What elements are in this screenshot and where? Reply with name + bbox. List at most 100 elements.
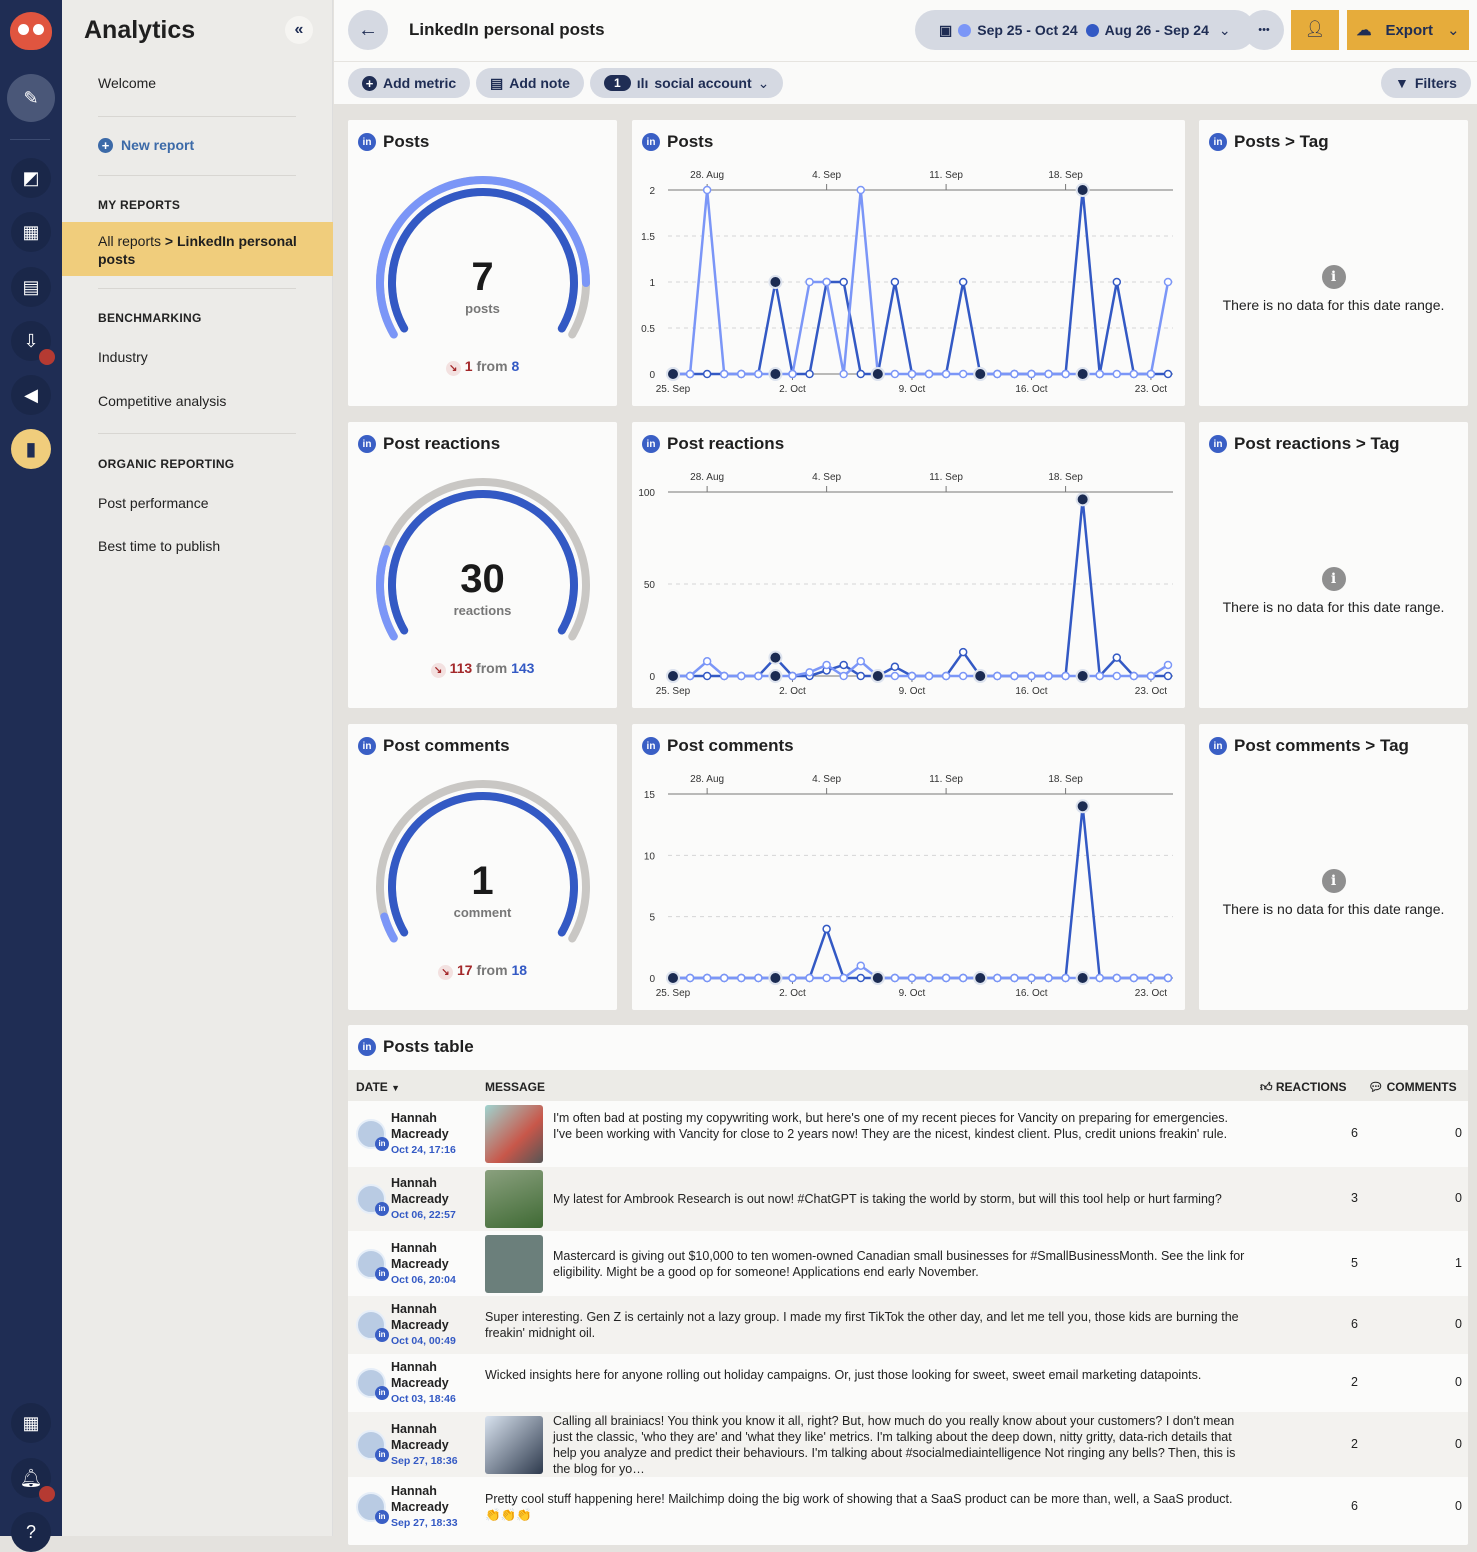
data-point-current[interactable] — [1095, 973, 1104, 983]
data-point-current[interactable] — [993, 369, 1002, 379]
data-point-current[interactable] — [1146, 973, 1156, 983]
sidebar-item-welcome[interactable]: Welcome — [98, 75, 157, 91]
data-point-current[interactable] — [685, 671, 695, 681]
date-range-picker[interactable]: ▣ Sep 25 - Oct 24 Aug 26 - Sep 24 ⌄ — [915, 10, 1255, 50]
comments-column-header[interactable]: 💬︎ COMMENTS — [1368, 1080, 1457, 1094]
bell-icon[interactable]: 🔔︎ — [11, 1458, 55, 1502]
post-message[interactable]: My latest for Ambrook Research is out no… — [553, 1192, 1222, 1206]
data-point-current[interactable] — [870, 669, 885, 683]
data-point-current[interactable] — [993, 671, 1002, 681]
table-row[interactable]: in Hannah Macready Oct 06, 22:57 My latest … — [348, 1167, 1468, 1231]
table-row[interactable]: in Hannah Macready Oct 06, 20:04 Mastercard… — [348, 1232, 1468, 1296]
data-point-current[interactable] — [1129, 369, 1139, 379]
data-point-previous[interactable] — [890, 277, 900, 287]
data-point-current[interactable] — [973, 367, 988, 381]
data-point-previous[interactable] — [839, 660, 848, 670]
data-point-current[interactable] — [890, 369, 900, 379]
laptop-screen-thumbnail[interactable] — [485, 1415, 543, 1474]
data-point-current[interactable] — [719, 671, 729, 681]
data-point-current[interactable] — [822, 277, 831, 287]
data-point-current[interactable] — [788, 671, 797, 681]
data-point-current[interactable] — [754, 671, 763, 681]
sidebar-item-best-time[interactable]: Best time to publish — [98, 538, 221, 554]
data-point-previous[interactable] — [1163, 671, 1173, 681]
data-point-previous[interactable] — [958, 277, 968, 287]
data-point-current[interactable] — [1095, 671, 1104, 681]
date-column-header[interactable]: DATE ▼ — [356, 1080, 400, 1094]
compose-icon[interactable]: ✎ — [7, 74, 55, 122]
data-point-current[interactable] — [719, 973, 729, 983]
more-button[interactable]: ••• — [1244, 10, 1284, 50]
data-point-previous[interactable] — [839, 277, 848, 287]
data-point-current[interactable] — [1163, 660, 1173, 670]
data-point-current[interactable] — [666, 971, 680, 985]
data-point-current[interactable] — [973, 971, 988, 985]
data-point-current[interactable] — [1075, 971, 1090, 985]
data-point-current[interactable] — [805, 668, 814, 677]
data-point-current[interactable] — [1010, 671, 1019, 681]
data-point-current[interactable] — [924, 671, 934, 681]
data-point-current[interactable] — [1146, 369, 1156, 379]
data-point-current[interactable] — [839, 369, 848, 379]
data-point-current[interactable] — [993, 973, 1002, 983]
post-message[interactable]: Pretty cool stuff happening here! Mailch… — [485, 1492, 1233, 1522]
social-account-selector[interactable]: 1 ılı social account ⌄ — [590, 68, 784, 98]
post-message[interactable]: Super interesting. Gen Z is certainly no… — [485, 1310, 1239, 1340]
data-point-previous[interactable] — [1075, 799, 1090, 814]
data-point-current[interactable] — [702, 185, 712, 195]
sidebar-item-post-performance[interactable]: Post performance — [98, 495, 209, 511]
data-point-previous[interactable] — [1112, 653, 1122, 662]
data-point-current[interactable] — [666, 669, 680, 683]
data-point-current[interactable] — [907, 671, 917, 681]
data-point-previous[interactable] — [856, 369, 866, 379]
data-point-previous[interactable] — [768, 650, 783, 665]
data-point-current[interactable] — [685, 973, 695, 983]
data-point-current[interactable] — [1027, 973, 1036, 983]
post-message[interactable]: I'm often bad at posting my copywriting … — [553, 1111, 1229, 1141]
data-point-current[interactable] — [822, 660, 831, 670]
data-point-current[interactable] — [1075, 367, 1090, 381]
data-point-current[interactable] — [822, 973, 831, 983]
help-icon[interactable]: ? — [11, 1512, 51, 1552]
data-point-current[interactable] — [870, 971, 885, 985]
data-point-current[interactable] — [1027, 369, 1036, 379]
data-point-current[interactable] — [1061, 973, 1070, 983]
data-point-current[interactable] — [702, 657, 712, 666]
data-point-current[interactable] — [719, 369, 729, 379]
data-point-current[interactable] — [1027, 671, 1036, 681]
data-point-previous[interactable] — [958, 647, 968, 657]
data-point-current[interactable] — [1061, 369, 1070, 379]
data-point-current[interactable] — [754, 369, 763, 379]
data-point-current[interactable] — [788, 973, 797, 983]
data-point-current[interactable] — [737, 973, 746, 983]
data-point-current[interactable] — [1010, 973, 1019, 983]
inbox-icon[interactable]: ⇩ — [11, 321, 55, 365]
data-point-current[interactable] — [788, 369, 797, 379]
data-point-previous[interactable] — [1163, 369, 1173, 379]
data-point-current[interactable] — [685, 369, 695, 379]
data-point-current[interactable] — [941, 671, 951, 681]
calendar-icon[interactable]: ▤ — [11, 267, 51, 307]
data-point-current[interactable] — [924, 369, 934, 379]
data-point-previous[interactable] — [702, 671, 712, 681]
data-point-current[interactable] — [1044, 671, 1053, 681]
data-point-previous[interactable] — [822, 924, 831, 934]
data-point-current[interactable] — [754, 973, 763, 983]
add-user-button[interactable]: 👤︎ — [1291, 10, 1339, 50]
apps-icon[interactable]: ▦ — [11, 1403, 51, 1443]
data-point-current[interactable] — [1075, 669, 1090, 683]
data-point-current[interactable] — [890, 973, 900, 983]
data-point-current[interactable] — [1129, 973, 1139, 983]
table-row[interactable]: in Hannah Macready Sep 27, 18:33 Pretty coo… — [348, 1477, 1468, 1537]
add-metric-button[interactable]: + Add metric — [348, 68, 471, 98]
data-point-current[interactable] — [1163, 973, 1173, 983]
data-point-previous[interactable] — [702, 369, 712, 379]
data-point-previous[interactable] — [890, 662, 900, 672]
data-point-current[interactable] — [1129, 671, 1139, 681]
data-point-current[interactable] — [856, 185, 866, 195]
data-point-current[interactable] — [958, 671, 968, 681]
data-point-current[interactable] — [924, 973, 934, 983]
megaphone-icon[interactable]: ◀ — [11, 375, 51, 415]
data-point-current[interactable] — [768, 971, 783, 985]
table-row[interactable]: in Hannah Macready Oct 24, 17:16 I'm often … — [348, 1102, 1468, 1166]
